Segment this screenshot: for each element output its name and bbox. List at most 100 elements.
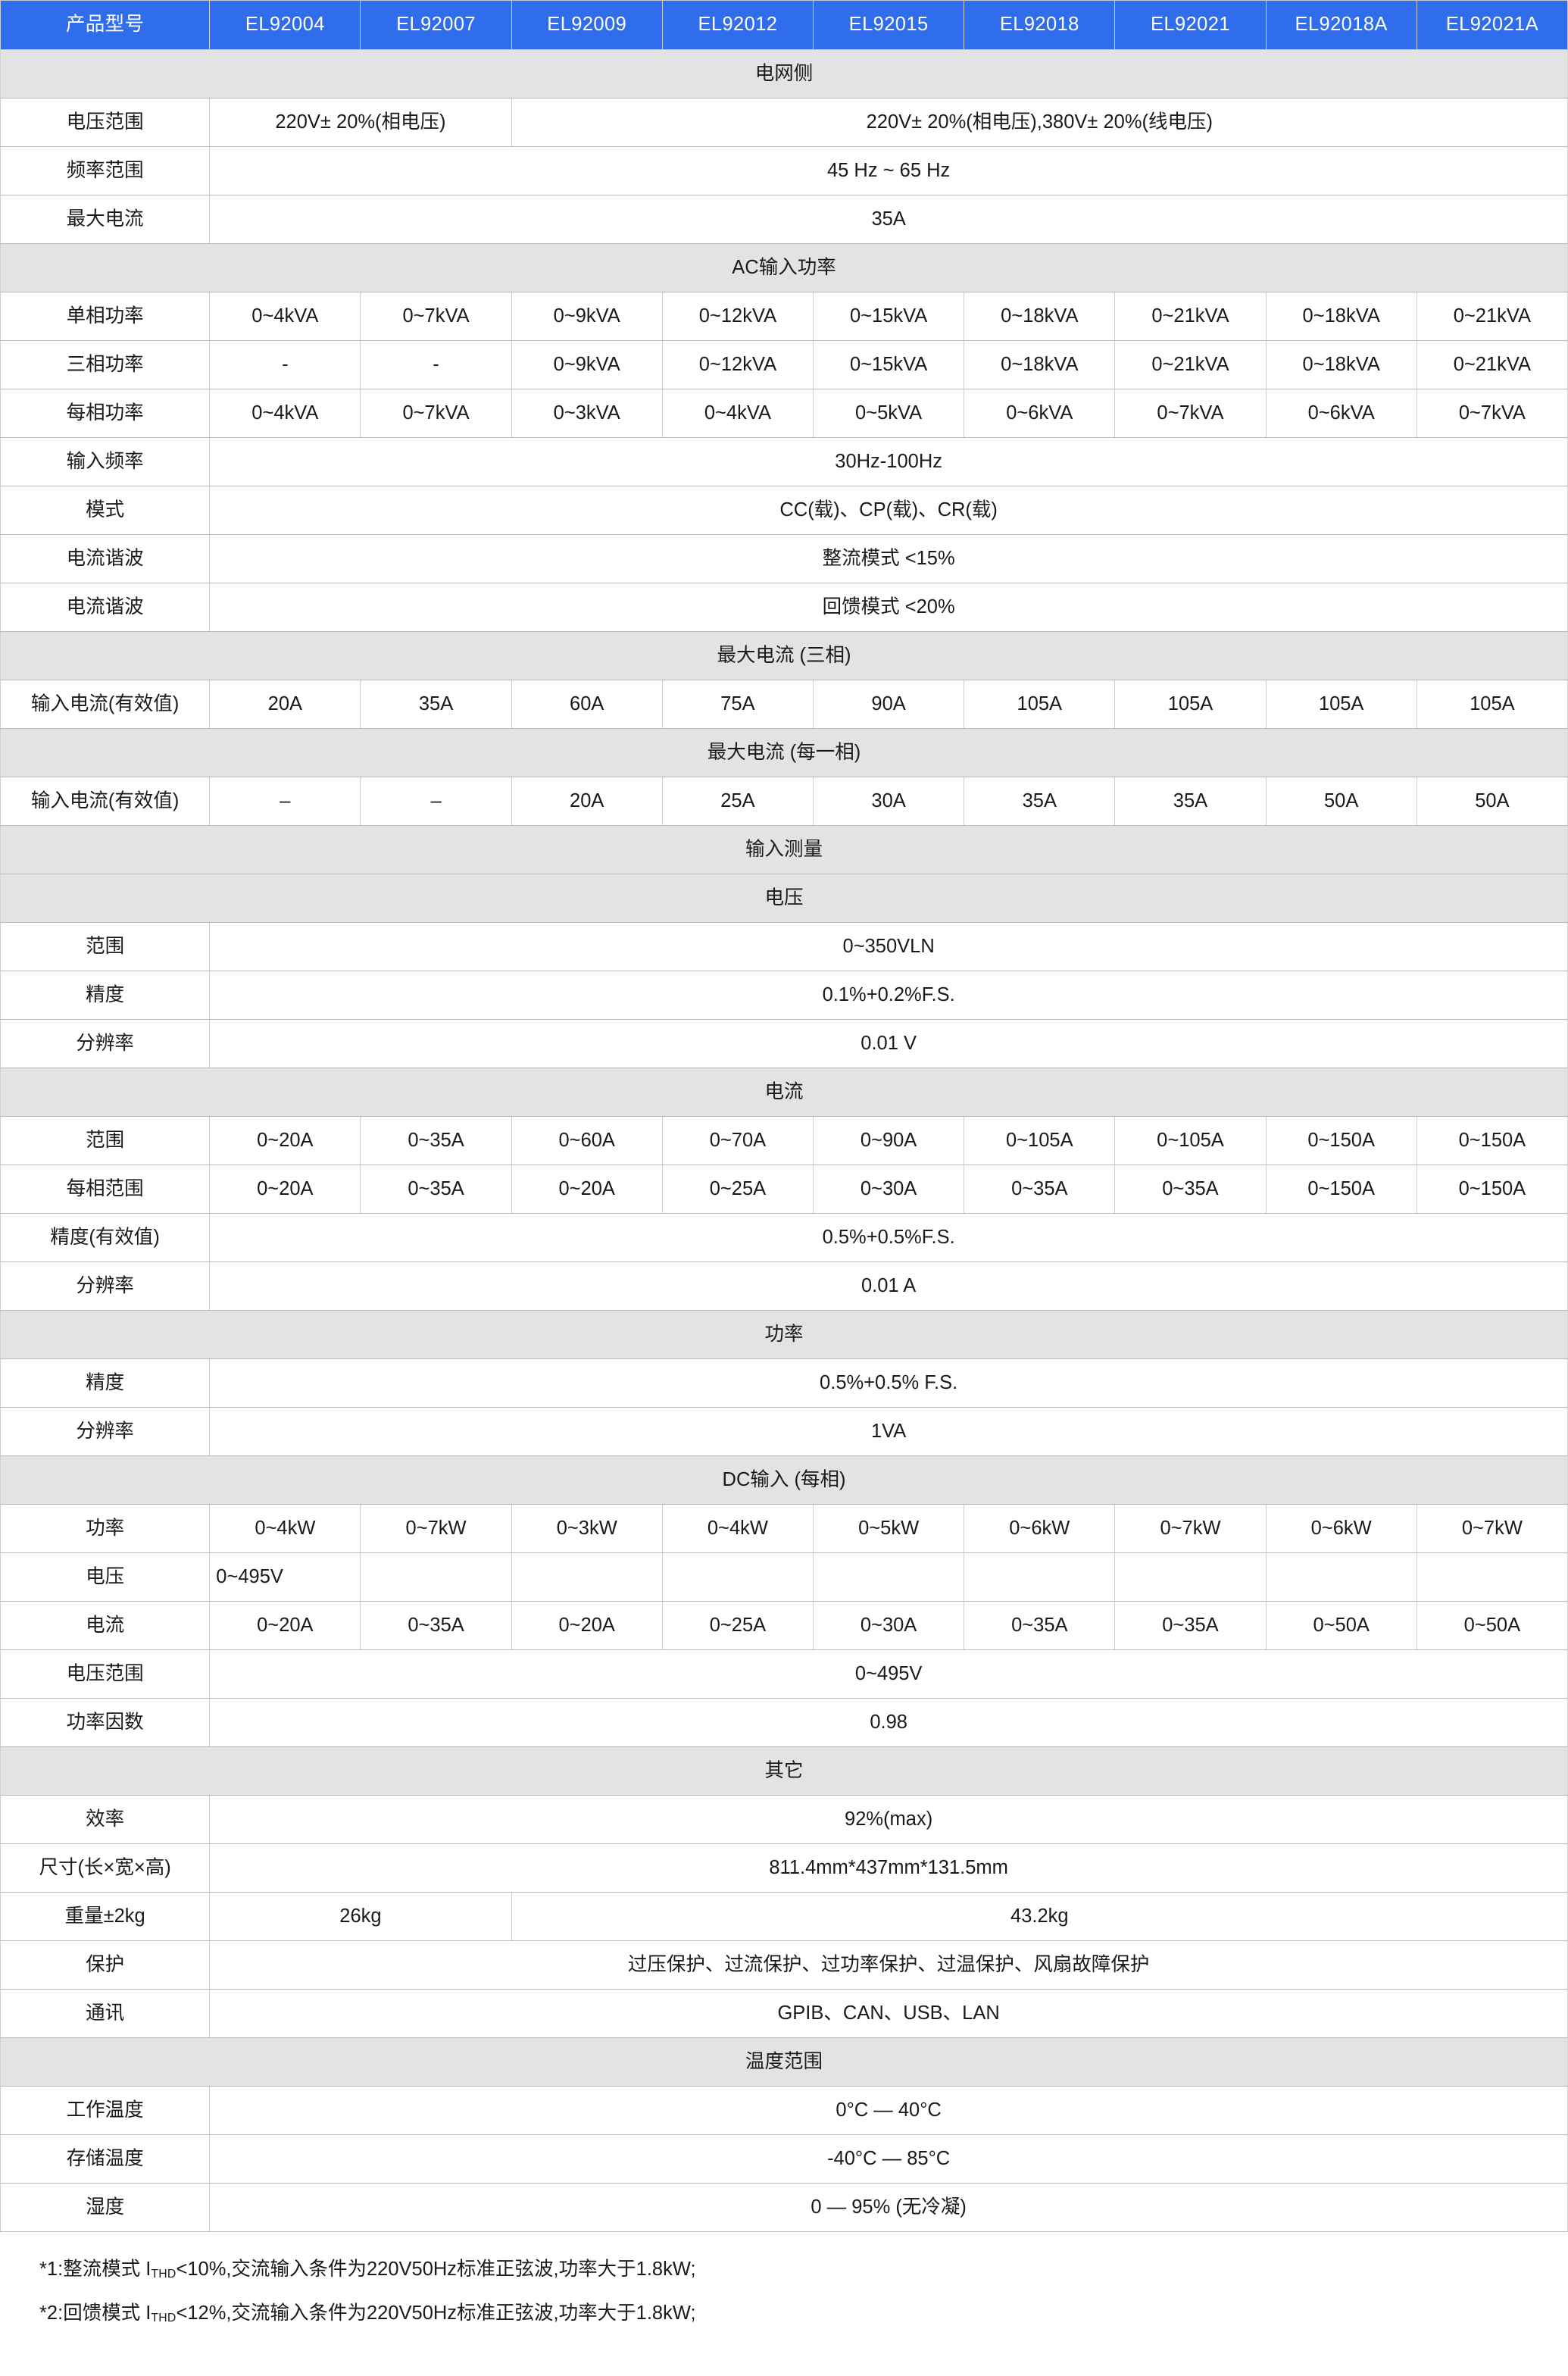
data-cell: 0~50A <box>1416 1601 1568 1650</box>
footnote-suffix: <10%,交流输入条件为220V50Hz标准正弦波,功率大于1.8kW; <box>176 2259 696 2280</box>
data-cell: 0~350VLN <box>209 922 1568 971</box>
table-row: 电流谐波 整流模式 <15% <box>0 534 1568 583</box>
data-cell: 25A <box>661 777 814 826</box>
data-cell: 0~60A <box>511 1116 663 1165</box>
footnote-subscript: THD <box>151 2312 176 2325</box>
footnote-subscript: THD <box>151 2268 176 2281</box>
table-header-row: 产品型号 EL92004 EL92007 EL92009 EL92012 EL92015 E… <box>0 0 1568 50</box>
row-label: 电流谐波 <box>0 534 211 583</box>
section-title: 其它 <box>0 1746 1568 1796</box>
data-cell: 0~18kVA <box>1265 292 1417 341</box>
table-row: 功率因数 0.98 <box>0 1698 1568 1747</box>
table-row: 范围 0~350VLN <box>0 922 1568 971</box>
data-cell: 0~7kW <box>1416 1504 1568 1553</box>
header-model-cell: EL92004 <box>209 0 361 50</box>
data-cell: – <box>360 777 512 826</box>
data-cell: 30A <box>813 777 965 826</box>
row-label: 电压范围 <box>0 1649 211 1699</box>
data-cell: 0~4kVA <box>209 292 361 341</box>
data-cell: 26kg <box>209 1892 512 1941</box>
section-title: 温度范围 <box>0 2037 1568 2087</box>
header-model-cell: EL92009 <box>511 0 663 50</box>
section-header-row: 最大电流 (三相) <box>0 631 1568 680</box>
table-row: 输入频率 30Hz-100Hz <box>0 437 1568 486</box>
header-model-cell: EL92012 <box>661 0 814 50</box>
data-cell: 0~4kVA <box>661 389 814 438</box>
table-body: 产品型号 EL92004 EL92007 EL92009 EL92012 EL92015 E… <box>0 0 1568 2232</box>
header-model-cell: EL92018 <box>964 0 1116 50</box>
data-cell: 0~70A <box>661 1116 814 1165</box>
row-label: 尺寸(长×宽×高) <box>0 1843 211 1893</box>
data-cell: 0~6kVA <box>1265 389 1417 438</box>
row-label: 范围 <box>0 922 211 971</box>
data-cell: 0~495V <box>209 1552 361 1602</box>
data-cell: 0~20A <box>209 1165 361 1214</box>
table-row: 每相范围 0~20A 0~35A 0~20A 0~25A 0~30A 0~35A 0~35A 0… <box>0 1165 1568 1214</box>
data-cell: 0~35A <box>1114 1601 1267 1650</box>
row-label: 范围 <box>0 1116 211 1165</box>
data-cell: 0~150A <box>1265 1165 1417 1214</box>
table-row: 分辨率 0.01 V <box>0 1019 1568 1068</box>
data-cell: 0 — 95% (无冷凝) <box>209 2183 1568 2232</box>
data-cell: 90A <box>813 680 965 729</box>
section-header-row: 功率 <box>0 1310 1568 1359</box>
data-cell: 0~35A <box>360 1116 512 1165</box>
table-row: 保护 过压保护、过流保护、过功率保护、过温保护、风扇故障保护 <box>0 1940 1568 1990</box>
data-cell: 105A <box>1114 680 1267 729</box>
section-title: 电流 <box>0 1068 1568 1117</box>
data-cell: 0~21kVA <box>1114 340 1267 389</box>
data-cell: 回馈模式 <20% <box>209 583 1568 632</box>
data-cell: 0.01 A <box>209 1261 1568 1311</box>
section-title: DC输入 (每相) <box>0 1455 1568 1505</box>
footnote: *1:整流模式 ITHD<10%,交流输入条件为220V50Hz标准正弦波,功率… <box>39 2258 1568 2282</box>
data-cell: 0~20A <box>511 1165 663 1214</box>
data-cell: 0~4kW <box>209 1504 361 1553</box>
data-cell: 0~50A <box>1265 1601 1417 1650</box>
row-label: 模式 <box>0 486 211 535</box>
table-row: 电压范围 220V± 20%(相电压) 220V± 20%(相电压),380V± 2… <box>0 98 1568 147</box>
data-cell: 0.1%+0.2%F.S. <box>209 971 1568 1020</box>
data-cell: 105A <box>964 680 1116 729</box>
data-cell: 220V± 20%(相电压) <box>209 98 512 147</box>
header-model-cell: EL92021 <box>1114 0 1267 50</box>
data-cell: 0~25A <box>661 1165 814 1214</box>
data-cell: 0~30A <box>813 1601 965 1650</box>
data-cell: 0~15kVA <box>813 292 965 341</box>
data-cell: 0~9kVA <box>511 340 663 389</box>
row-label: 功率 <box>0 1504 211 1553</box>
data-cell: 0.01 V <box>209 1019 1568 1068</box>
row-label: 输入频率 <box>0 437 211 486</box>
row-label: 湿度 <box>0 2183 211 2232</box>
footnote-prefix: *2:回馈模式 I <box>39 2302 151 2324</box>
data-cell: 35A <box>360 680 512 729</box>
row-label: 精度 <box>0 971 211 1020</box>
table-row: 效率 92%(max) <box>0 1795 1568 1844</box>
data-cell: 0~105A <box>964 1116 1116 1165</box>
data-cell: 60A <box>511 680 663 729</box>
data-cell: 0~21kVA <box>1416 292 1568 341</box>
row-label: 保护 <box>0 1940 211 1990</box>
footnote-suffix: <12%,交流输入条件为220V50Hz标准正弦波,功率大于1.8kW; <box>176 2302 696 2324</box>
section-title: AC输入功率 <box>0 243 1568 292</box>
data-cell: 0~3kVA <box>511 389 663 438</box>
row-label: 重量±2kg <box>0 1892 211 1941</box>
data-cell: 92%(max) <box>209 1795 1568 1844</box>
empty-cell <box>813 1552 965 1602</box>
data-cell: 35A <box>1114 777 1267 826</box>
data-cell: 0~21kVA <box>1416 340 1568 389</box>
table-row: 电流 0~20A 0~35A 0~20A 0~25A 0~30A 0~35A 0~35A 0~5… <box>0 1601 1568 1650</box>
row-label: 通讯 <box>0 1989 211 2038</box>
table-row: 最大电流 35A <box>0 195 1568 244</box>
data-cell: 35A <box>209 195 1568 244</box>
section-header-row: 电网侧 <box>0 49 1568 98</box>
data-cell: 0~25A <box>661 1601 814 1650</box>
data-cell: 0~150A <box>1416 1116 1568 1165</box>
data-cell: 105A <box>1265 680 1417 729</box>
data-cell: 35A <box>964 777 1116 826</box>
header-model-cell: EL92018A <box>1265 0 1417 50</box>
table-row: 通讯 GPIB、CAN、USB、LAN <box>0 1989 1568 2038</box>
table-row: 精度(有效值) 0.5%+0.5%F.S. <box>0 1213 1568 1262</box>
section-header-row: 电流 <box>0 1068 1568 1117</box>
data-cell: 0.5%+0.5% F.S. <box>209 1358 1568 1408</box>
data-cell: 0~20A <box>511 1601 663 1650</box>
